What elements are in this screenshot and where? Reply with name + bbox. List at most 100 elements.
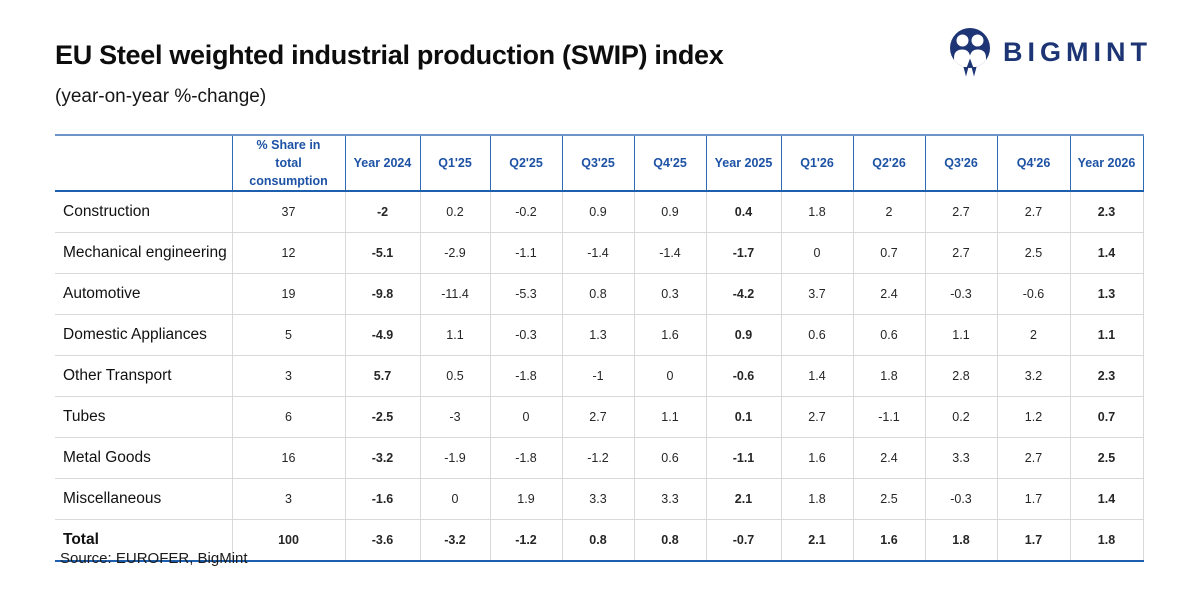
value-cell: 1.6 <box>852 519 926 563</box>
value-cell: 6 <box>231 396 346 439</box>
value-cell: -1.4 <box>561 232 635 275</box>
value-cell: -1 <box>561 355 635 398</box>
column-header: % Share in total consumption <box>231 133 346 193</box>
value-cell: 1.8 <box>780 190 854 234</box>
value-cell: -4.9 <box>344 314 421 357</box>
row-label: Tubes <box>55 396 233 439</box>
value-cell: 2.7 <box>996 190 1071 234</box>
value-cell: 1.8 <box>924 519 998 563</box>
value-cell: -2 <box>344 190 421 234</box>
value-cell: 3.3 <box>633 478 707 521</box>
value-cell: -11.4 <box>419 273 491 316</box>
value-cell: 0.2 <box>419 190 491 234</box>
value-cell: 0.9 <box>561 190 635 234</box>
value-cell: -1.1 <box>705 437 782 480</box>
value-cell: 3 <box>231 355 346 398</box>
source-note: Source: EUROFER, BigMint <box>60 550 248 567</box>
value-cell: -0.3 <box>924 273 998 316</box>
value-cell: -0.3 <box>924 478 998 521</box>
value-cell: 19 <box>231 273 346 316</box>
brand-logo-text: BIGMINT <box>1003 36 1152 67</box>
value-cell: 0.6 <box>780 314 854 357</box>
value-cell: 2.5 <box>996 232 1071 275</box>
value-cell: 2 <box>852 190 926 234</box>
value-cell: -4.2 <box>705 273 782 316</box>
value-cell: 1.4 <box>1069 478 1144 521</box>
table-body: Construction 37 -2 0.2 -0.2 0.9 0.9 0.4 1.8 2 2.7 2… <box>55 190 1144 563</box>
value-cell: 2.1 <box>780 519 854 563</box>
value-cell: -0.7 <box>705 519 782 563</box>
value-cell: -1.8 <box>489 437 563 480</box>
table-row: Miscellaneous 3 -1.6 0 1.9 3.3 3.3 2.1 1.8 2.5 -0.… <box>55 478 1144 521</box>
value-cell: 3 <box>231 478 346 521</box>
value-cell: 1.1 <box>419 314 491 357</box>
column-header: Q2'26 <box>852 133 926 193</box>
value-cell: -3.2 <box>419 519 491 563</box>
value-cell: 37 <box>231 190 346 234</box>
value-cell: 0.2 <box>924 396 998 439</box>
value-cell: -9.8 <box>344 273 421 316</box>
value-cell: -2.9 <box>419 232 491 275</box>
value-cell: 0.9 <box>705 314 782 357</box>
table-row: Other Transport 3 5.7 0.5 -1.8 -1 0 -0.6 1.4 1.8 2… <box>55 355 1144 398</box>
page-subtitle: (year-on-year %-change) <box>55 86 267 107</box>
value-cell: 1.7 <box>996 478 1071 521</box>
column-header: Year 2024 <box>344 133 421 193</box>
value-cell: -3 <box>419 396 491 439</box>
value-cell: -1.1 <box>852 396 926 439</box>
value-cell: 2.7 <box>924 190 998 234</box>
value-cell: 12 <box>231 232 346 275</box>
table-row: Total 100 -3.6 -3.2 -1.2 0.8 0.8 -0.7 2.1 1.6 1.8 1… <box>55 519 1144 563</box>
value-cell: -1.4 <box>633 232 707 275</box>
row-label: Domestic Appliances <box>55 314 233 357</box>
value-cell: 1.1 <box>633 396 707 439</box>
value-cell: -3.2 <box>344 437 421 480</box>
value-cell: 2.1 <box>705 478 782 521</box>
value-cell: 2.3 <box>1069 190 1144 234</box>
row-label: Total <box>55 519 233 563</box>
value-cell: 5.7 <box>344 355 421 398</box>
column-header: Q1'26 <box>780 133 854 193</box>
value-cell: 1.1 <box>1069 314 1144 357</box>
column-header-blank <box>55 133 233 193</box>
table-row: Domestic Appliances 5 -4.9 1.1 -0.3 1.3 1.6 0.9… <box>55 314 1144 357</box>
value-cell: -1.9 <box>419 437 491 480</box>
row-label: Mechanical engineering <box>55 232 233 275</box>
column-header: Q1'25 <box>419 133 491 193</box>
value-cell: 0 <box>633 355 707 398</box>
value-cell: 0.8 <box>633 519 707 563</box>
value-cell: 1.2 <box>996 396 1071 439</box>
value-cell: 1.6 <box>780 437 854 480</box>
value-cell: 2.7 <box>924 232 998 275</box>
value-cell: 2.7 <box>561 396 635 439</box>
value-cell: 2.8 <box>924 355 998 398</box>
value-cell: 100 <box>231 519 346 563</box>
column-header: Q3'26 <box>924 133 998 193</box>
value-cell: 0.3 <box>633 273 707 316</box>
value-cell: -5.3 <box>489 273 563 316</box>
value-cell: 1.3 <box>561 314 635 357</box>
value-cell: -1.1 <box>489 232 563 275</box>
value-cell: 3.3 <box>924 437 998 480</box>
value-cell: 0 <box>419 478 491 521</box>
value-cell: 3.7 <box>780 273 854 316</box>
value-cell: 2.4 <box>852 273 926 316</box>
value-cell: -0.2 <box>489 190 563 234</box>
value-cell: 2.7 <box>996 437 1071 480</box>
value-cell: 1.3 <box>1069 273 1144 316</box>
table-row: Construction 37 -2 0.2 -0.2 0.9 0.9 0.4 1.8 2 2.7 2… <box>55 190 1144 234</box>
value-cell: 1.9 <box>489 478 563 521</box>
table-row: Mechanical engineering 12 -5.1 -2.9 -1.1 -1.4… <box>55 232 1144 275</box>
value-cell: 16 <box>231 437 346 480</box>
value-cell: 2.5 <box>1069 437 1144 480</box>
value-cell: -1.2 <box>489 519 563 563</box>
value-cell: 0.6 <box>852 314 926 357</box>
value-cell: -0.6 <box>996 273 1071 316</box>
value-cell: 0 <box>780 232 854 275</box>
value-cell: -1.8 <box>489 355 563 398</box>
row-label: Construction <box>55 190 233 234</box>
column-header: Year 2026 <box>1069 133 1144 193</box>
table-row: Tubes 6 -2.5 -3 0 2.7 1.1 0.1 2.7 -1.1 0.2 1.2 0.7 <box>55 396 1144 439</box>
row-label: Automotive <box>55 273 233 316</box>
value-cell: 2.5 <box>852 478 926 521</box>
